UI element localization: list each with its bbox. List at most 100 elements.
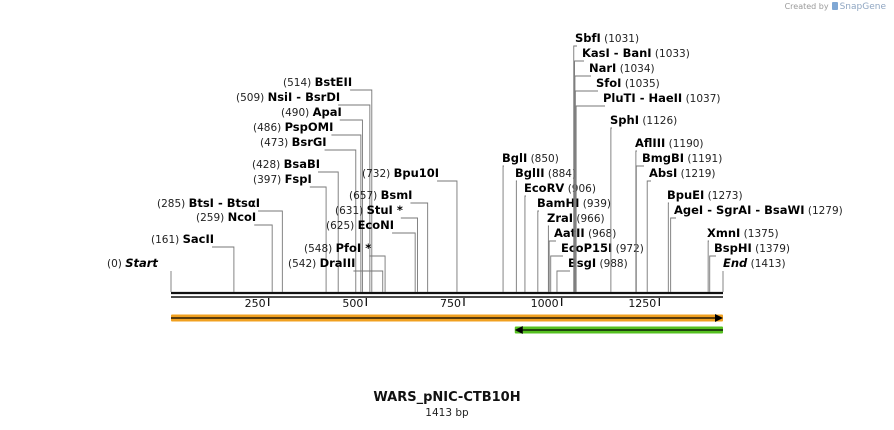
site-position: (514) <box>283 77 311 89</box>
site-label: BsgI (988) <box>568 256 628 270</box>
site-connector <box>392 232 416 292</box>
site-label: AatII (968) <box>554 226 616 240</box>
enzyme-name: EcoP15I <box>561 241 612 255</box>
name-separator: - <box>610 46 623 60</box>
restriction-site: (631) StuI * <box>335 203 418 292</box>
restriction-site: End (1413) <box>722 256 786 292</box>
restriction-site: BamHI (939) <box>537 196 611 292</box>
enzyme-name: End <box>723 256 748 270</box>
site-position: (1035) <box>625 78 660 90</box>
site-connector <box>339 119 363 292</box>
restriction-site: (0) Start <box>107 256 172 292</box>
site-label: SfoI (1035) <box>596 76 660 90</box>
site-label: (428) BsaBI <box>252 157 320 171</box>
enzyme-name: AatII <box>554 226 585 240</box>
site-label: (285) BtsI - BtsαI <box>157 196 260 210</box>
site-label: (732) Bpu10I <box>362 166 439 180</box>
enzyme-name: NcoI <box>228 210 257 224</box>
site-label: AgeI - SgrAI - BsaWI (1279) <box>674 203 843 217</box>
site-label: BamHI (939) <box>537 196 611 210</box>
restriction-site: (490) ApaI <box>281 105 363 292</box>
site-position: (1273) <box>708 190 743 202</box>
site-position: (631) <box>335 205 363 217</box>
enzyme-name: Start <box>125 256 158 270</box>
site-label: (490) ApaI <box>281 105 342 119</box>
site-position: (1033) <box>655 48 690 60</box>
site-connector <box>324 149 357 292</box>
enzyme-name: HaeII <box>648 91 682 105</box>
restriction-site: (732) Bpu10I <box>362 166 458 292</box>
enzyme-name: BsgI <box>568 256 596 270</box>
site-position: (542) <box>288 258 316 270</box>
enzyme-name: AflIII <box>635 136 665 150</box>
site-position: (486) <box>253 122 281 134</box>
restriction-site: (514) BstEII <box>283 75 373 292</box>
site-connector <box>646 180 651 292</box>
site-connector <box>709 255 716 292</box>
site-connector <box>548 240 556 292</box>
restriction-site: (428) BsaBI <box>252 157 339 292</box>
site-position: (966) <box>576 213 604 225</box>
restriction-site: BglI (850) <box>502 151 559 292</box>
site-connector <box>254 224 273 292</box>
site-connector <box>610 127 612 292</box>
name-separator: - <box>751 203 764 217</box>
restriction-site: PluTI - HaeII (1037) <box>575 91 720 292</box>
site-connector <box>547 225 549 292</box>
site-label: KasI - BanI (1033) <box>582 46 690 60</box>
enzyme-name: BstEII <box>315 75 353 89</box>
site-position: (1031) <box>604 33 639 45</box>
site-position: (0) <box>107 258 122 270</box>
restriction-site: (473) BsrGI <box>260 135 357 292</box>
watermark-created-by: Created by <box>784 2 829 11</box>
restriction-site: (625) EcoNI <box>326 218 416 292</box>
enzyme-name: EcoRV <box>524 181 564 195</box>
site-connector <box>212 246 235 292</box>
site-position: (1190) <box>669 138 704 150</box>
feature-arrowhead-forward <box>715 314 723 322</box>
site-connector <box>369 255 386 292</box>
site-connector <box>437 180 458 292</box>
site-position: (968) <box>588 228 616 240</box>
restriction-site: (509) NsiI - BsrDI <box>236 90 371 292</box>
site-label: EcoRV (906) <box>524 181 596 195</box>
enzyme-name: BsrDI <box>305 90 340 104</box>
enzyme-name: BpuEI <box>667 188 704 202</box>
restriction-site: (657) BsmI <box>349 188 429 292</box>
site-position: (1279) <box>808 205 843 217</box>
site-connector <box>524 195 526 292</box>
site-connector <box>556 270 570 292</box>
site-label: (486) PspOMI <box>253 120 333 134</box>
site-label: End (1413) <box>723 256 786 270</box>
enzyme-name: SacII <box>183 232 214 246</box>
enzyme-name: EcoNI <box>358 218 394 232</box>
restriction-site: SphI (1126) <box>610 113 677 292</box>
enzyme-name: PluTI <box>603 91 636 105</box>
site-connector <box>400 217 418 292</box>
enzyme-name: BtsαI <box>227 196 260 210</box>
enzyme-name: NsiI <box>268 90 293 104</box>
site-connector <box>350 89 373 292</box>
snapgene-logo-icon <box>831 2 838 10</box>
site-position: (1219) <box>681 168 716 180</box>
site-label: (473) BsrGI <box>260 135 327 149</box>
site-label: (625) EcoNI <box>326 218 394 232</box>
enzyme-name: XmnI <box>707 226 740 240</box>
restriction-site: BspHI (1379) <box>709 241 790 292</box>
enzyme-name: ZraI <box>547 211 573 225</box>
site-position: (884) <box>548 168 576 180</box>
site-label: NarI (1034) <box>589 61 655 75</box>
site-label: (509) NsiI - BsrDI <box>236 90 340 104</box>
axis-tick-label: 250 <box>245 297 266 310</box>
restriction-site: AbsI (1219) <box>646 166 716 292</box>
enzyme-name: FspI <box>285 172 312 186</box>
site-label: (548) PfoI * <box>304 241 371 255</box>
site-position: (850) <box>531 153 559 165</box>
site-label: (631) StuI * <box>335 203 403 217</box>
site-label: (514) BstEII <box>283 75 352 89</box>
name-separator: - <box>703 203 716 217</box>
site-label: BglI (850) <box>502 151 559 165</box>
site-position: (1034) <box>620 63 655 75</box>
site-label: ZraI (966) <box>547 211 605 225</box>
site-position: (625) <box>326 220 354 232</box>
